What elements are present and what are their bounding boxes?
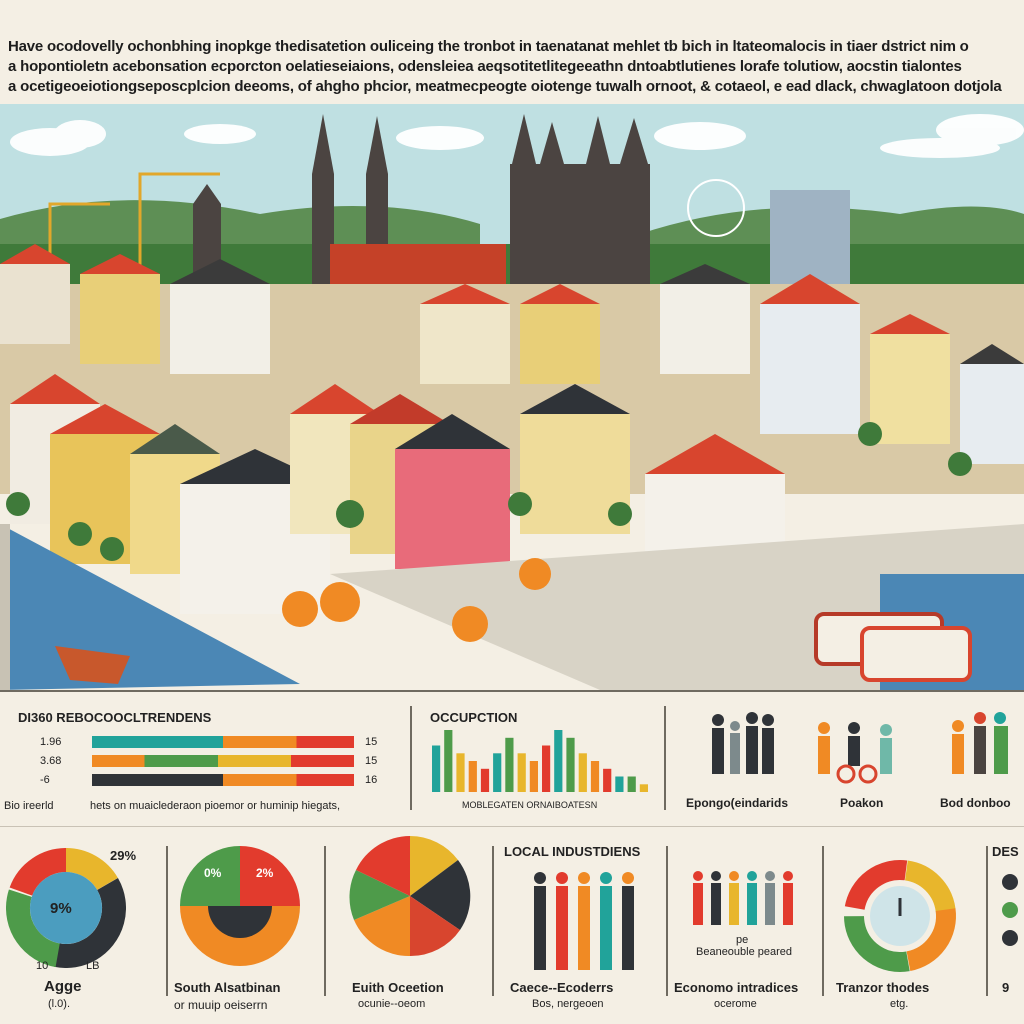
panel-divider (492, 846, 494, 996)
occupation-panel: OCCUPCTION MOBLEGATEN ORNAIBOATESN (414, 692, 664, 822)
transit-label: Tranzor thodes (836, 980, 930, 995)
age-panel: 29% 9% 10 LB Agge (l.0). (0, 830, 166, 1024)
earth-label: Euith Oceetion (352, 980, 444, 995)
demographic-row-left-1: 1.96 (40, 736, 62, 748)
demographic-row-right-1: 15 (365, 736, 378, 748)
occupation-bar (603, 768, 612, 792)
economic-sub: ocerome (714, 998, 757, 1010)
earth-sub: ocunie--oeom (358, 998, 426, 1010)
edge-dot-1 (1002, 874, 1018, 890)
section-divider (0, 690, 1024, 692)
local-industries-sub: Bos, nergeoen (532, 998, 604, 1010)
south-pct-left: 0% (204, 866, 222, 880)
edge-title: DES (992, 844, 1019, 859)
occupation-bar (444, 730, 453, 792)
panel-divider (666, 846, 668, 996)
age-pct-top: 29% (110, 848, 137, 863)
header-text-line-2: a hopontioletn acebonsation ecporcton oe… (8, 58, 962, 75)
age-tick-left: 10 (36, 960, 49, 972)
people-label-2: Poakon (840, 796, 884, 810)
occupation-title: OCCUPCTION (430, 710, 518, 725)
occupation-bar (554, 730, 563, 792)
age-sub: (l.0). (48, 998, 70, 1010)
panel-divider (410, 706, 412, 810)
south-sub: or muuip oeiserrn (174, 998, 268, 1012)
demographic-row-right-3: 16 (365, 774, 378, 786)
occupation-bar (615, 776, 624, 792)
people-panel-3: Bod donboo (912, 692, 1024, 822)
south-pie-chart (180, 846, 300, 966)
age-donut-chart (6, 848, 126, 968)
demographic-title: DI360 REBOCOOCLTRENDENS (18, 710, 212, 725)
demographic-bar-3 (92, 774, 354, 786)
header: Have ocodovelly ochonbhing inopkge thedi… (0, 0, 1024, 106)
earth-occupation-panel: Euith Oceetion ocunie--oeom (326, 830, 492, 1024)
economic-label: Economo intradices (674, 980, 799, 995)
transit-sub: etg. (890, 998, 909, 1010)
south-panel: 0% 2% South Alsatbinan or muuip oeiserrn (168, 830, 324, 1024)
edge-panel: DES 9 (988, 830, 1024, 1024)
age-label: Agge (44, 978, 82, 995)
occupation-bar-chart (432, 730, 648, 792)
occupation-bar (480, 768, 490, 792)
header-text-line-1: Have ocodovelly ochonbhing inopkge thedi… (8, 38, 969, 55)
people-panel-2: Poakon (804, 692, 912, 822)
panel-divider (822, 846, 824, 996)
occupation-pie-chart (349, 836, 471, 957)
people-label-1: Epongo(eindarids (686, 796, 788, 810)
age-tick-right: LB (86, 960, 100, 972)
occupation-bar (468, 761, 477, 792)
city-illustration (0, 104, 1024, 690)
economic-panel: pe Beaneouble peared Economo intradices … (668, 830, 822, 1024)
occupation-bar (542, 745, 551, 792)
occupation-bar (505, 737, 514, 792)
demographic-row-left-2: 3.68 (40, 755, 62, 767)
panel-divider (166, 846, 168, 996)
age-pct-center: 9% (50, 900, 72, 917)
occupation-bar (578, 753, 587, 792)
section-divider (0, 826, 1024, 827)
people-bicycle-icon (818, 722, 892, 784)
edge-dot-3 (1002, 930, 1018, 946)
economic-note-a: pe (736, 934, 749, 946)
header-text-line-3: a ocetigeoeiotiongseposcplcion deeoms, o… (8, 78, 1002, 95)
occupation-bar (456, 753, 465, 792)
people-group-icon (712, 712, 774, 774)
demographic-bar-2 (92, 755, 354, 767)
panel-divider (324, 846, 326, 996)
demographic-bar-1 (92, 736, 354, 748)
occupation-bar (432, 745, 441, 792)
workers-group-icon (534, 872, 634, 970)
people-panel-1: Epongo(eindarids (668, 692, 804, 822)
people-label-3: Bod donboo (940, 796, 1011, 810)
occupation-bar (517, 753, 526, 792)
occupation-bar (529, 761, 538, 792)
panel-divider (664, 706, 666, 810)
occupation-bar (566, 737, 575, 792)
south-pct-right: 2% (256, 866, 274, 880)
demographic-footer-left: Bio ireerld (4, 800, 54, 812)
occupation-bar (493, 753, 502, 792)
demographic-footer-right: hets on muaiclederaon pioemor or huminip… (90, 800, 341, 812)
occupation-bar (639, 784, 648, 792)
local-industries-panel: LOCAL INDUSTDIENS Caece--Ecoderrs Bos, n… (494, 830, 666, 1024)
economic-people-icon (693, 871, 793, 925)
local-industries-label: Caece--Ecoderrs (510, 980, 614, 995)
economic-note-b: Beaneouble peared (696, 946, 793, 958)
demographic-row-right-2: 15 (365, 755, 378, 767)
local-industries-title: LOCAL INDUSTDIENS (504, 844, 641, 859)
demographic-trends-panel: DI360 REBOCOOCLTRENDENS 1.96 3.68 -6 15 … (0, 692, 408, 822)
panel-divider (986, 846, 988, 996)
occupation-caption: MOBLEGATEN ORNAIBOATESN (462, 800, 598, 810)
transit-panel: Tranzor thodes etg. (824, 830, 986, 1024)
edge-digit: 9 (1002, 980, 1010, 995)
transit-gauge-chart (844, 859, 956, 972)
family-icon (952, 712, 1008, 774)
demographic-row-left-3: -6 (40, 774, 50, 786)
occupation-bar (590, 761, 600, 792)
south-label: South Alsatbinan (174, 980, 281, 995)
edge-dot-2 (1002, 902, 1018, 918)
occupation-bar (627, 776, 636, 792)
